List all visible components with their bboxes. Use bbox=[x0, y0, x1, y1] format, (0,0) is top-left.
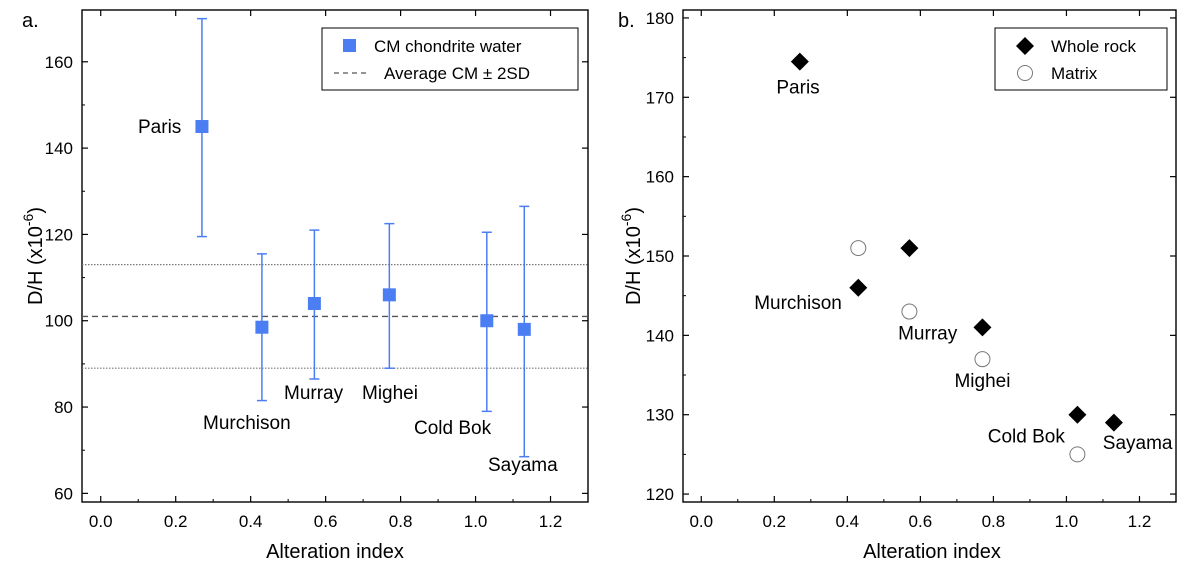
legend-diamond-marker bbox=[1016, 37, 1034, 55]
panel-a-y-axis-label: D/H (x10-6) bbox=[20, 207, 47, 305]
y-tick-label: 180 bbox=[646, 9, 674, 28]
matrix-point bbox=[974, 351, 991, 368]
panel-a-reference-lines bbox=[82, 264, 588, 369]
point-annotation: Murray bbox=[898, 323, 958, 344]
label-sayama: Sayama bbox=[488, 455, 558, 476]
y-tick-label: 60 bbox=[54, 484, 73, 503]
legend-open-circle-marker bbox=[1017, 65, 1033, 81]
data-point-square bbox=[382, 288, 396, 302]
legend-average-cm: Average CM ± 2SD bbox=[384, 64, 530, 83]
panel-a-x-axis-label: Alteration index bbox=[266, 541, 404, 563]
whole-rock-point bbox=[849, 278, 868, 297]
panel-a-legend: CM chondrite water Average CM ± 2SD bbox=[321, 27, 579, 91]
point-annotation: Sayama bbox=[1103, 433, 1173, 454]
x-tick-label: 0.8 bbox=[389, 512, 413, 531]
panel-b-label: b. bbox=[618, 10, 635, 32]
panel-b: b. 0.0 0.2 0.4 0.6 0.8 1.0 1.2 120 130 140 150 160… bbox=[618, 9, 1177, 563]
x-tick-label: 0.4 bbox=[239, 512, 263, 531]
data-point-square bbox=[517, 322, 531, 336]
y-tick-label: 120 bbox=[646, 485, 674, 504]
label-murray: Murray bbox=[284, 383, 344, 404]
point-annotation: Murchison bbox=[754, 293, 842, 314]
y-tick-label: 100 bbox=[45, 312, 73, 331]
data-point-square bbox=[307, 296, 321, 310]
matrix-point bbox=[901, 303, 918, 320]
whole-rock-point bbox=[1068, 405, 1087, 424]
whole-rock-point bbox=[973, 318, 992, 337]
panel-b-legend: Whole rock Matrix bbox=[994, 27, 1168, 91]
x-tick-label: 0.2 bbox=[762, 512, 786, 531]
x-tick-label: 0.6 bbox=[314, 512, 338, 531]
y-tick-label: 130 bbox=[646, 406, 674, 425]
y-tick-label: 170 bbox=[646, 88, 674, 107]
label-paris: Paris bbox=[138, 117, 181, 138]
x-tick-label: 1.0 bbox=[1055, 512, 1079, 531]
panel-a-points bbox=[195, 17, 531, 458]
panel-b-x-axis-label: Alteration index bbox=[863, 541, 1001, 563]
panel-a-label: a. bbox=[22, 10, 39, 32]
panel-a-x-ticks: 0.0 0.2 0.4 0.6 0.8 1.0 1.2 bbox=[89, 10, 562, 531]
x-tick-label: 0.4 bbox=[836, 512, 860, 531]
data-point-square bbox=[195, 120, 209, 134]
x-tick-label: 0.6 bbox=[909, 512, 933, 531]
x-tick-label: 1.2 bbox=[1128, 512, 1152, 531]
x-tick-label: 1.0 bbox=[464, 512, 488, 531]
y-tick-label: 150 bbox=[646, 247, 674, 266]
panel-a-legend-box bbox=[321, 27, 579, 91]
y-tick-label: 160 bbox=[45, 53, 73, 72]
data-point-square bbox=[480, 314, 494, 328]
x-tick-label: 0.8 bbox=[982, 512, 1006, 531]
whole-rock-point bbox=[900, 239, 919, 258]
point-annotation: Mighei bbox=[954, 371, 1010, 392]
legend-cm-chondrite-water: CM chondrite water bbox=[374, 37, 522, 56]
data-point-square bbox=[255, 320, 269, 334]
legend-matrix: Matrix bbox=[1051, 64, 1098, 83]
x-tick-label: 0.0 bbox=[89, 512, 113, 531]
point-annotation: Cold Bok bbox=[988, 426, 1066, 447]
panel-b-y-ticks: 120 130 140 150 160 170 180 bbox=[646, 9, 1176, 504]
panel-a-frame bbox=[81, 9, 589, 503]
panel-b-x-ticks: 0.0 0.2 0.4 0.6 0.8 1.0 1.2 bbox=[689, 10, 1151, 531]
legend-square-marker bbox=[343, 39, 356, 52]
y-tick-label: 120 bbox=[45, 225, 73, 244]
whole-rock-point bbox=[1104, 413, 1123, 432]
panel-b-points bbox=[790, 52, 1123, 463]
matrix-point bbox=[1069, 446, 1086, 463]
x-tick-label: 0.0 bbox=[689, 512, 713, 531]
point-annotation: Paris bbox=[776, 77, 819, 98]
y-tick-label: 140 bbox=[646, 326, 674, 345]
panel-a: a. 0.0 0.2 0.4 0.6 0.8 1.0 1.2 60 80 100 120 140 16… bbox=[20, 9, 589, 563]
legend-whole-rock: Whole rock bbox=[1051, 37, 1137, 56]
whole-rock-point bbox=[790, 52, 809, 71]
panel-b-y-axis-label: D/H (x10-6) bbox=[618, 207, 645, 305]
panel-a-point-labels: Paris Murchison Murray Mighei Cold Bok S… bbox=[138, 117, 558, 476]
y-tick-label: 80 bbox=[54, 398, 73, 417]
y-tick-label: 160 bbox=[646, 168, 674, 187]
y-tick-label: 140 bbox=[45, 139, 73, 158]
x-tick-label: 0.2 bbox=[164, 512, 188, 531]
label-mighei: Mighei bbox=[362, 383, 418, 404]
matrix-point bbox=[850, 240, 867, 257]
label-cold-bok: Cold Bok bbox=[414, 418, 492, 439]
label-murchison: Murchison bbox=[203, 413, 291, 434]
x-tick-label: 1.2 bbox=[539, 512, 563, 531]
panel-a-y-ticks: 60 80 100 120 140 160 bbox=[45, 53, 588, 503]
panel-b-point-labels: Paris Murchison Murray Mighei Cold Bok Sayama bbox=[754, 77, 1173, 454]
